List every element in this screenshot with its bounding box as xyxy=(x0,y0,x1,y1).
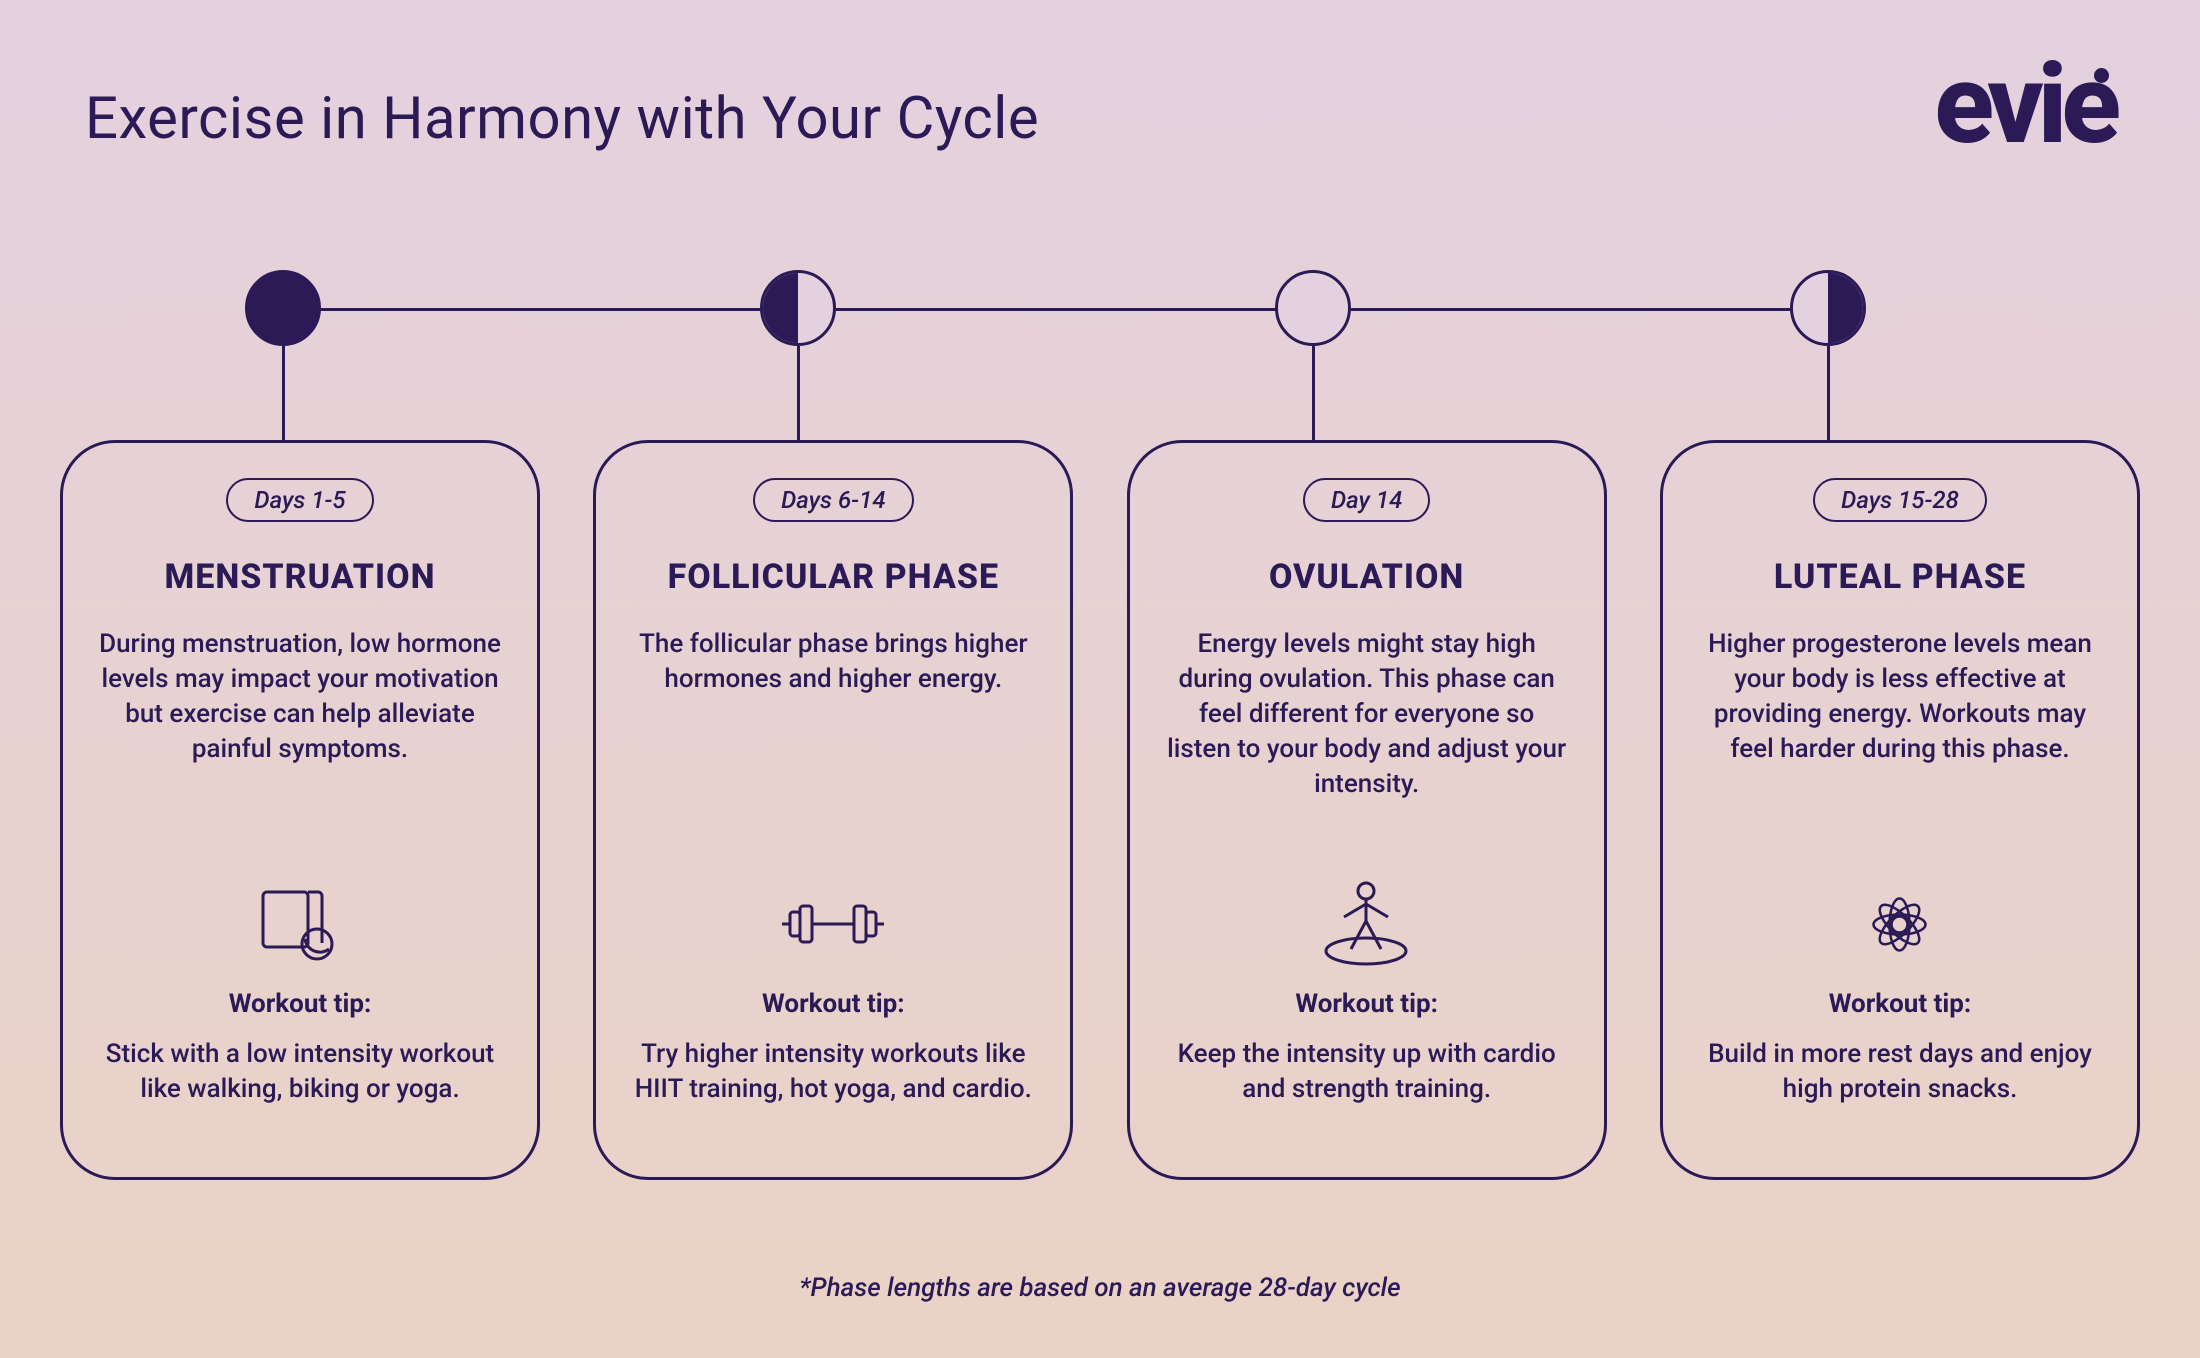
connector-line xyxy=(1827,346,1830,441)
moon-icon xyxy=(1790,270,1866,346)
tip-text: Keep the intensity up with cardio and st… xyxy=(1165,1037,1569,1147)
phase-name: LUTEAL PHASE xyxy=(1774,557,2026,597)
tip-label: Workout tip: xyxy=(1295,989,1438,1019)
days-pill: Day 14 xyxy=(1303,478,1430,522)
logo-text: evie xyxy=(1934,40,2115,169)
dumbbell-icon xyxy=(778,869,888,979)
connector-line xyxy=(1312,346,1315,441)
moon-icon xyxy=(760,270,836,346)
cards-row: Days 1-5 MENSTRUATION During menstruatio… xyxy=(60,440,2140,1180)
days-pill: Days 6-14 xyxy=(753,478,913,522)
person-icon xyxy=(1319,869,1414,979)
days-pill: Days 15-28 xyxy=(1813,478,1987,522)
phase-card: Days 1-5 MENSTRUATION During menstruatio… xyxy=(60,440,540,1180)
phase-description: The follicular phase brings higher hormo… xyxy=(631,627,1035,869)
phase-card: Day 14 OVULATION Energy levels might sta… xyxy=(1127,440,1607,1180)
tip-label: Workout tip: xyxy=(1829,989,1972,1019)
timeline xyxy=(0,270,2200,350)
connector-line xyxy=(282,346,285,441)
phase-card: Days 6-14 FOLLICULAR PHASE The follicula… xyxy=(593,440,1073,1180)
phase-card: Days 15-28 LUTEAL PHASE Higher progester… xyxy=(1660,440,2140,1180)
connector-line xyxy=(797,346,800,441)
moon-icon xyxy=(1275,270,1351,346)
logo: evie xyxy=(1934,50,2115,160)
tip-label: Workout tip: xyxy=(762,989,905,1019)
phase-name: OVULATION xyxy=(1269,557,1464,597)
footnote: *Phase lengths are based on an average 2… xyxy=(0,1273,2200,1303)
phase-description: Higher progesterone levels mean your bod… xyxy=(1698,627,2102,869)
tip-label: Workout tip: xyxy=(229,989,372,1019)
yoga-mat-icon xyxy=(255,869,345,979)
phase-name: FOLLICULAR PHASE xyxy=(668,557,999,597)
logo-dot xyxy=(2094,68,2109,83)
phase-description: Energy levels might stay high during ovu… xyxy=(1165,627,1569,869)
tip-text: Stick with a low intensity workout like … xyxy=(98,1037,502,1147)
flower-icon xyxy=(1857,869,1942,979)
tip-text: Build in more rest days and enjoy high p… xyxy=(1698,1037,2102,1147)
days-pill: Days 1-5 xyxy=(226,478,373,522)
tip-text: Try higher intensity workouts like HIIT … xyxy=(631,1037,1035,1147)
timeline-line xyxy=(283,308,1828,311)
phase-description: During menstruation, low hormone levels … xyxy=(98,627,502,869)
phase-name: MENSTRUATION xyxy=(164,557,435,597)
moon-icon xyxy=(245,270,321,346)
page-title: Exercise in Harmony with Your Cycle xyxy=(85,85,1039,153)
